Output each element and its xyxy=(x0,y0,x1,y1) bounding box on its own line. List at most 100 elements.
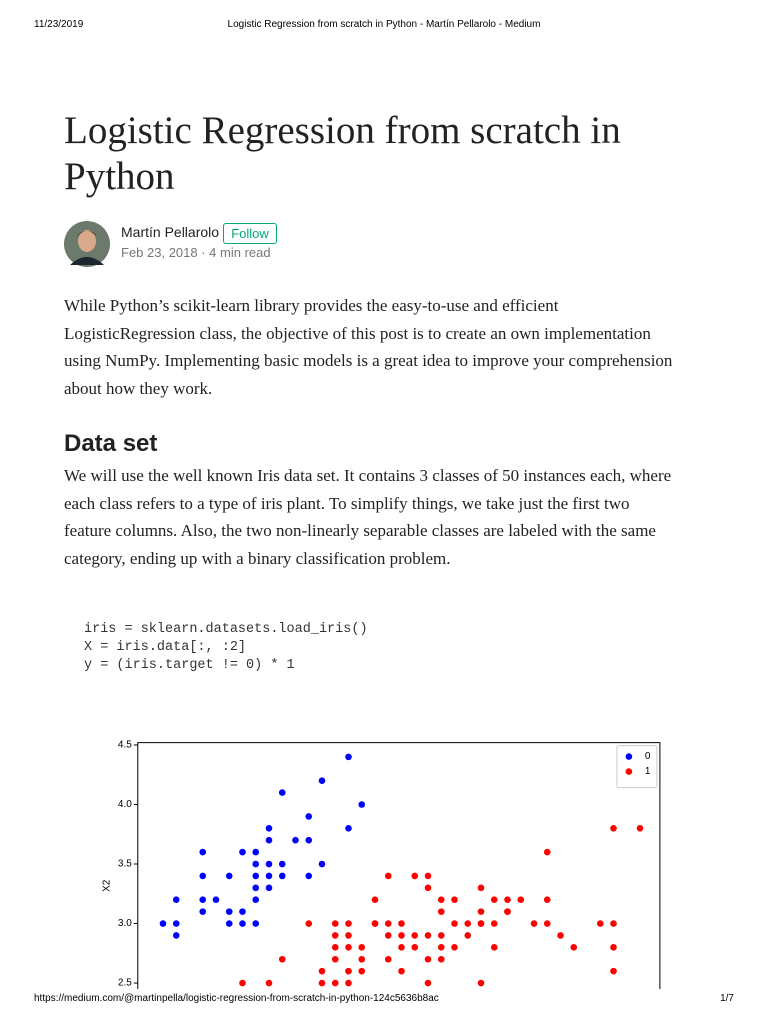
legend-marker xyxy=(625,753,633,760)
text-line: While Python’s scikit-learn library prov… xyxy=(64,296,559,315)
point xyxy=(636,825,644,832)
point xyxy=(172,932,180,939)
point xyxy=(398,967,405,975)
point xyxy=(610,944,617,951)
point xyxy=(345,753,352,761)
point xyxy=(398,944,405,951)
legend-marker xyxy=(625,768,633,775)
point xyxy=(610,920,617,927)
point xyxy=(477,920,485,927)
point xyxy=(437,955,445,963)
point xyxy=(451,896,458,904)
point xyxy=(358,944,366,951)
point xyxy=(318,777,326,784)
point xyxy=(596,920,604,927)
point xyxy=(265,825,273,832)
point xyxy=(239,848,246,856)
point xyxy=(265,979,273,987)
avatar[interactable] xyxy=(64,221,110,267)
print-title: Logistic Regression from scratch in Pyth… xyxy=(227,19,541,30)
point xyxy=(345,932,352,939)
y-tick-label: 3.0 xyxy=(118,918,132,929)
y-tick-label: 2.5 xyxy=(118,978,132,989)
legend-label: 1 xyxy=(645,766,651,777)
point xyxy=(305,836,313,844)
y-tick-label: 4.5 xyxy=(118,740,132,751)
point xyxy=(278,872,286,880)
point xyxy=(543,848,551,856)
point xyxy=(292,836,299,844)
point xyxy=(610,825,617,832)
point xyxy=(504,908,511,915)
point xyxy=(424,872,432,880)
post-meta: Feb 23, 2018 · 4 min read xyxy=(121,245,271,260)
point xyxy=(278,789,286,796)
point xyxy=(225,872,233,880)
title-line: Python xyxy=(64,155,175,198)
page-number: 1/7 xyxy=(720,993,734,1004)
point xyxy=(570,944,578,951)
point xyxy=(318,967,326,975)
point xyxy=(490,896,498,904)
text-line: using NumPy. Implementing basic models i… xyxy=(64,351,673,370)
point xyxy=(252,920,260,927)
point xyxy=(543,920,551,927)
point xyxy=(371,896,379,904)
legend-label: 0 xyxy=(645,751,651,762)
point xyxy=(199,908,207,915)
point xyxy=(199,872,207,880)
point xyxy=(318,979,326,987)
point xyxy=(172,920,180,927)
point xyxy=(477,884,485,892)
point xyxy=(437,908,445,915)
point xyxy=(384,872,392,880)
point xyxy=(252,848,260,856)
point xyxy=(398,932,405,939)
point xyxy=(239,920,246,927)
point xyxy=(318,860,326,868)
point xyxy=(437,896,445,904)
point xyxy=(530,920,538,927)
point xyxy=(371,920,379,927)
text-line: feature columns. Also, the two non-linea… xyxy=(64,521,656,540)
author-name[interactable]: Martín Pellarolo xyxy=(121,224,220,240)
point xyxy=(543,896,551,904)
point xyxy=(424,979,432,987)
point xyxy=(345,825,352,832)
point xyxy=(477,979,485,987)
point xyxy=(252,884,260,892)
point xyxy=(265,836,273,844)
point xyxy=(225,908,233,915)
point xyxy=(504,896,511,904)
point xyxy=(159,920,167,927)
point xyxy=(490,944,498,951)
point xyxy=(239,979,246,987)
point xyxy=(424,955,432,963)
point xyxy=(451,944,458,951)
point xyxy=(252,860,260,868)
point xyxy=(278,955,286,963)
point xyxy=(384,932,392,939)
point xyxy=(331,920,339,927)
point xyxy=(345,967,352,975)
point xyxy=(199,848,207,856)
point xyxy=(411,932,419,939)
point xyxy=(464,920,472,927)
point xyxy=(424,932,432,939)
point xyxy=(305,872,313,880)
point xyxy=(557,932,564,939)
point xyxy=(384,920,392,927)
point xyxy=(252,896,260,904)
point xyxy=(265,884,273,892)
point xyxy=(398,920,405,927)
point xyxy=(265,860,273,868)
point xyxy=(384,955,392,963)
point xyxy=(252,872,260,880)
y-tick-label: 3.5 xyxy=(118,859,132,870)
point xyxy=(331,944,339,951)
axes-frame xyxy=(137,742,661,989)
code-line: X = iris.data[:, :2] xyxy=(84,640,247,655)
follow-button[interactable]: Follow xyxy=(223,223,277,244)
point xyxy=(331,932,339,939)
